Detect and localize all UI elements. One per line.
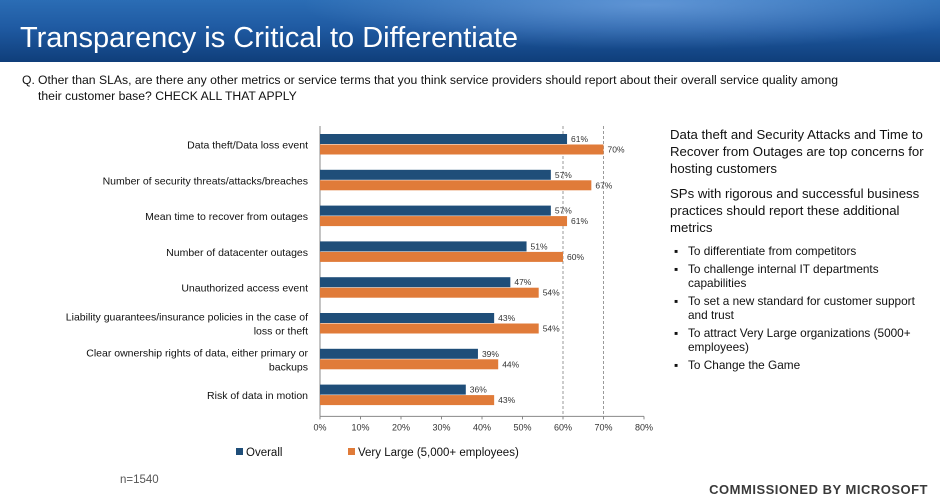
question-text: Other than SLAs, are there any other met… — [38, 73, 839, 103]
category-label: Number of datacenter outages — [166, 247, 308, 259]
bullet-text: To differentiate from competitors — [688, 244, 857, 258]
data-label: 43% — [498, 313, 515, 323]
category-label: Number of security threats/attacks/breac… — [103, 175, 308, 187]
data-label: 54% — [543, 288, 560, 298]
bar-very-large — [320, 251, 563, 262]
legend-item-very-large: Very Large (5,000+ employees) — [348, 447, 519, 459]
title-banner: Transparency is Critical to Differentiat… — [0, 0, 940, 62]
category-label: Liability guarantees/insurance policies … — [66, 312, 308, 338]
bullet-marker-icon: ▪ — [674, 261, 679, 276]
category-label: Unauthorized access event — [181, 283, 308, 295]
bar-overall — [320, 134, 568, 144]
bar-overall — [320, 348, 478, 359]
bullet-text: To Change the Game — [688, 357, 801, 372]
bullet-item: ▪ To differentiate from competitors — [670, 244, 932, 259]
bar-very-large — [320, 216, 568, 227]
category-label: Data theft/Data loss event — [187, 140, 308, 152]
bullet-text: To set a new standard for customer suppo… — [688, 293, 915, 323]
bullet-marker-icon: ▪ — [674, 244, 679, 258]
bullet-marker-icon: ▪ — [674, 357, 679, 372]
category-label: Risk of data in motion — [207, 390, 308, 402]
x-tick-label: 40% — [473, 422, 491, 432]
takeaway-headline: Data theft and Security Attacks and Time… — [670, 127, 924, 176]
data-label: 36% — [470, 385, 487, 395]
data-label: 67% — [595, 180, 612, 190]
takeaway-subhead: SPs with rigorous and successful busines… — [670, 186, 920, 235]
data-label: 70% — [608, 145, 625, 155]
bar-very-large — [320, 323, 539, 334]
data-label: 61% — [571, 134, 588, 144]
bar-very-large — [320, 359, 499, 370]
x-tick-label: 20% — [392, 422, 410, 432]
data-label: 54% — [543, 324, 560, 334]
bullet-text: To attract Very Large organizations (500… — [688, 325, 911, 355]
bullet-marker-icon: ▪ — [674, 293, 679, 308]
data-label: 39% — [482, 349, 499, 359]
bullet-text: To challenge internal IT departments cap… — [688, 261, 879, 291]
bar-very-large — [320, 395, 495, 406]
question-prefix: Q. — [22, 73, 35, 87]
category-label: Mean time to recover from outages — [145, 211, 308, 223]
legend-label-very-large: Very Large (5,000+ employees) — [358, 447, 519, 459]
bullet-item: ▪ To attract Very Large organizations (50… — [670, 326, 932, 355]
x-tick-label: 10% — [351, 422, 369, 432]
data-label: 51% — [531, 241, 548, 251]
legend-item-overall: Overall — [236, 447, 282, 459]
x-tick-label: 70% — [594, 422, 612, 432]
data-label: 57% — [555, 206, 572, 216]
legend-label-overall: Overall — [246, 447, 283, 459]
bar-very-large — [320, 144, 604, 155]
data-label: 47% — [514, 277, 531, 287]
bar-overall — [320, 241, 527, 252]
bullet-item: ▪ To challenge internal IT departments ca… — [670, 262, 932, 291]
bullet-item: ▪ To set a new standard for customer supp… — [670, 294, 932, 323]
bar-overall — [320, 169, 551, 180]
footer-credit: COMMISSIONED BY MICROSOFT — [709, 482, 928, 497]
bullet-item: ▪ To Change the Game — [670, 358, 932, 373]
bar-chart: 0% 10% 20% 30% 40% 50% 60% 70% 80% 61% 70% Data the… — [66, 126, 653, 432]
bar-overall — [320, 205, 551, 216]
x-tick-label: 0% — [313, 422, 326, 432]
key-takeaways: Data theft and Security Attacks and Time… — [670, 126, 932, 375]
banner-gloss — [300, 0, 940, 50]
category-label: Clear ownership rights of data, either p… — [86, 347, 308, 373]
data-label: 44% — [502, 359, 519, 369]
legend-swatch-overall — [236, 448, 243, 455]
takeaway-bullets: ▪ To differentiate from competitors ▪ To c… — [670, 244, 932, 372]
x-tick-label: 60% — [554, 422, 572, 432]
x-tick-label: 80% — [635, 422, 653, 432]
sample-size: n=1540 — [120, 474, 159, 486]
bar-overall — [320, 384, 466, 395]
bar-very-large — [320, 180, 592, 191]
legend-swatch-very-large — [348, 448, 355, 455]
data-label: 43% — [498, 395, 515, 405]
bar-overall — [320, 313, 495, 323]
x-tick-label: 30% — [432, 422, 450, 432]
bullet-marker-icon: ▪ — [674, 325, 679, 340]
page-title: Transparency is Critical to Differentiat… — [20, 22, 519, 54]
bar-very-large — [320, 287, 539, 298]
data-label: 61% — [571, 216, 588, 226]
bar-overall — [320, 277, 511, 288]
x-tick-label: 50% — [513, 422, 531, 432]
data-label: 57% — [555, 170, 572, 180]
data-label: 60% — [567, 252, 584, 262]
